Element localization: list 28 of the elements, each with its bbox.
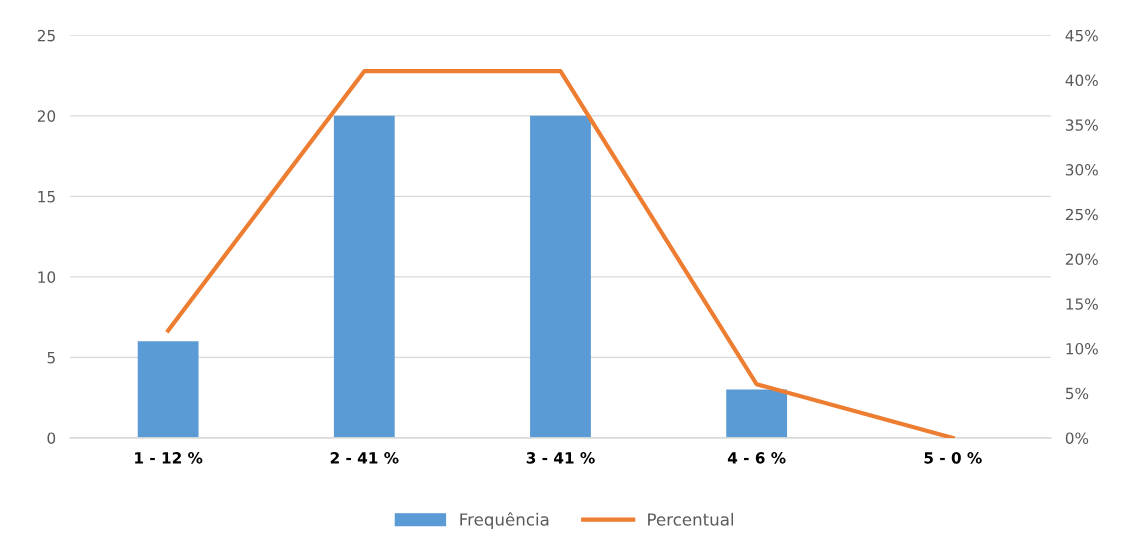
y-tick-label: 10 bbox=[38, 271, 56, 283]
y-tick-label: 20 bbox=[37, 110, 56, 122]
y2-tick-label: 10% bbox=[1066, 342, 1098, 355]
y-tick-label: 0 bbox=[47, 432, 56, 444]
bar bbox=[726, 389, 788, 438]
bar bbox=[137, 341, 199, 438]
bar bbox=[333, 115, 395, 438]
y-tick-label: 25 bbox=[37, 29, 55, 42]
legend-label: Frequência bbox=[460, 512, 549, 529]
x-tick-label: 1 - 12 % bbox=[135, 452, 203, 464]
legend-label: Percentual bbox=[648, 512, 734, 526]
x-tick-label: 3 - 41 % bbox=[526, 452, 595, 464]
y2-tick-label: 35% bbox=[1065, 119, 1098, 131]
y2-tick-label: 45% bbox=[1065, 29, 1098, 42]
y2-tick-label: 0% bbox=[1065, 432, 1089, 444]
y2-tick-label: 15% bbox=[1066, 298, 1098, 310]
y2-tick-label: 30% bbox=[1065, 164, 1098, 176]
y2-tick-label: 25% bbox=[1065, 208, 1098, 221]
y-tick-label: 5 bbox=[47, 352, 55, 364]
y-tick-label: 15 bbox=[38, 191, 55, 203]
y2-tick-label: 40% bbox=[1065, 74, 1098, 87]
y2-tick-label: 5% bbox=[1065, 387, 1089, 400]
line-series bbox=[166, 69, 955, 438]
x-tick-label: 2 - 41 % bbox=[330, 452, 399, 464]
x-tick-label: 4 - 6 % bbox=[727, 452, 786, 464]
x-tick-label: 5 - 0 % bbox=[924, 452, 982, 464]
y2-tick-label: 20% bbox=[1065, 253, 1098, 266]
bar bbox=[530, 115, 591, 438]
